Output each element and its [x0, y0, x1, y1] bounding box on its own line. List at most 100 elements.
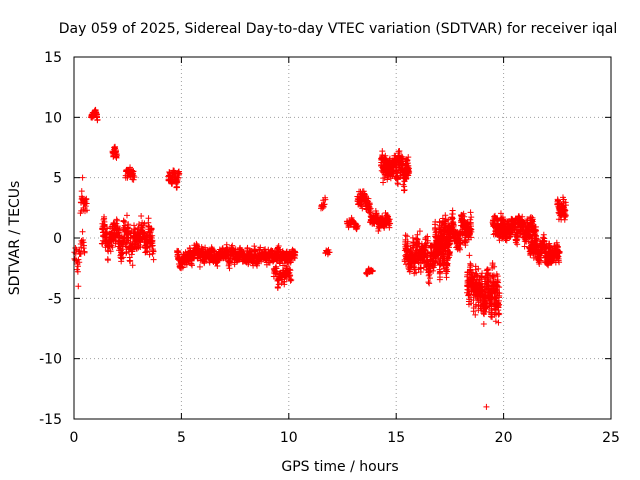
axis-ticks: 0 5 10 15 20 25 -15 -10 -5 0 5 10 15 — [39, 50, 620, 446]
data-point — [457, 241, 464, 248]
data-point — [472, 311, 479, 318]
data-point — [130, 168, 137, 175]
data-point — [444, 268, 451, 275]
data-point — [521, 243, 528, 250]
data-point — [424, 237, 431, 244]
data-point — [365, 195, 372, 202]
data-point — [83, 207, 90, 214]
data-point — [402, 232, 409, 239]
data-point — [81, 242, 88, 249]
data-point — [556, 259, 563, 266]
data-point — [171, 167, 178, 174]
data-point — [491, 263, 498, 270]
data-point — [468, 226, 475, 233]
data-point — [396, 147, 403, 154]
x-tick-label: 25 — [602, 430, 620, 446]
data-point — [148, 226, 155, 233]
data-point — [104, 256, 111, 263]
data-point — [425, 279, 432, 286]
data-point — [100, 222, 107, 229]
data-point — [274, 283, 281, 290]
data-point — [79, 174, 86, 181]
data-point — [446, 252, 453, 259]
data-point — [495, 279, 502, 286]
data-point — [405, 154, 412, 161]
x-axis-label: GPS time / hours — [281, 459, 398, 475]
data-point — [461, 213, 468, 220]
data-point — [561, 216, 568, 223]
data-point — [149, 242, 156, 249]
data-point — [406, 169, 413, 176]
data-point — [125, 221, 132, 228]
data-point — [529, 218, 536, 225]
data-point — [443, 274, 450, 281]
data-point — [495, 319, 502, 326]
data-point — [496, 284, 503, 291]
data-point — [496, 292, 503, 299]
data-point — [485, 266, 492, 273]
data-point — [141, 220, 148, 227]
data-point — [123, 212, 130, 219]
data-point — [244, 244, 251, 251]
data-point — [75, 256, 82, 263]
data-point — [286, 266, 293, 273]
data-point — [424, 250, 431, 257]
data-point — [375, 225, 382, 232]
data-point — [75, 283, 82, 290]
data-point — [113, 152, 120, 159]
data-point — [496, 301, 503, 308]
data-point — [514, 241, 521, 248]
data-point — [540, 231, 547, 238]
data-point — [556, 249, 563, 256]
data-point — [72, 245, 79, 252]
data-point — [495, 310, 502, 317]
data-point — [78, 188, 85, 195]
data-point — [119, 254, 126, 261]
data-point — [460, 210, 467, 217]
data-point — [442, 216, 449, 223]
data-point — [125, 231, 132, 238]
y-tick-label: 0 — [53, 231, 62, 247]
data-point — [468, 214, 475, 221]
data-point — [131, 174, 138, 181]
data-point — [404, 238, 411, 245]
x-tick-label: 5 — [177, 430, 186, 446]
data-point — [354, 222, 361, 229]
data-point — [434, 252, 441, 259]
data-point — [467, 219, 474, 226]
data-point — [401, 186, 408, 193]
data-point — [174, 248, 181, 255]
y-axis-label: SDTVAR / TECUs — [7, 181, 23, 296]
x-tick-label: 15 — [387, 430, 405, 446]
data-point — [138, 212, 145, 219]
data-point — [129, 262, 136, 269]
data-point — [426, 280, 433, 287]
data-point — [82, 203, 89, 210]
x-tick-label: 20 — [495, 430, 513, 446]
data-point — [133, 245, 140, 252]
data-point — [134, 226, 141, 233]
data-point — [468, 234, 475, 241]
data-point — [490, 272, 497, 279]
y-tick-label: 15 — [44, 50, 62, 66]
data-point — [75, 263, 82, 270]
data-point — [475, 265, 482, 272]
data-point — [409, 234, 416, 241]
data-point — [470, 297, 477, 304]
y-tick-label: 5 — [53, 171, 62, 187]
data-point — [112, 147, 119, 154]
data-point — [366, 201, 373, 208]
data-point — [113, 216, 120, 223]
data-point — [466, 252, 473, 259]
data-point — [394, 181, 401, 188]
x-tick-label: 0 — [70, 430, 79, 446]
data-point — [119, 246, 126, 253]
data-point — [76, 259, 83, 266]
data-point — [189, 262, 196, 269]
data-point — [413, 269, 420, 276]
data-point — [488, 297, 495, 304]
data-point — [124, 224, 131, 231]
data-point — [480, 321, 487, 328]
data-point — [483, 403, 490, 410]
